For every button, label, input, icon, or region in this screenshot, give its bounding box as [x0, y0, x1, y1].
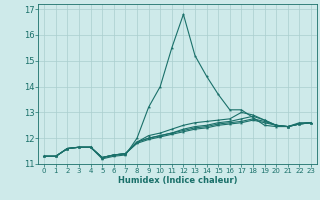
X-axis label: Humidex (Indice chaleur): Humidex (Indice chaleur) — [118, 176, 237, 185]
